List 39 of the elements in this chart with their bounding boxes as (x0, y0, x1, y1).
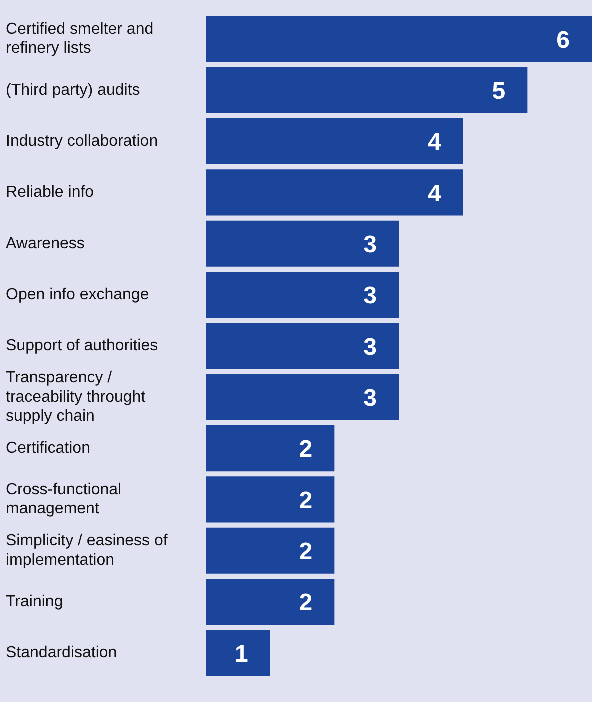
data-label: 2 (299, 487, 313, 514)
data-label: 3 (364, 384, 377, 412)
y-tick-label: Transparency / traceability throught supply chain (6, 370, 146, 425)
bar (206, 272, 399, 318)
data-label: 3 (364, 334, 377, 361)
data-label: 3 (364, 282, 377, 310)
bar (206, 220, 399, 267)
data-label: 2 (299, 538, 313, 566)
data-label: 3 (364, 231, 377, 258)
y-tick-label: Reliable info (6, 184, 94, 202)
y-tick-label: Awareness (6, 235, 85, 252)
bar (206, 170, 464, 216)
bar (206, 579, 335, 626)
data-label: 2 (299, 436, 313, 464)
data-label: 4 (428, 129, 442, 156)
bar (206, 67, 528, 114)
y-tick-label: Certification (6, 440, 90, 457)
bar (206, 528, 335, 574)
data-label: 4 (428, 180, 442, 208)
y-tick-label: Open info exchange (6, 286, 150, 304)
y-tick-label: Simplicity / easiness of implementation (6, 532, 168, 569)
y-tick-label: (Third party) audits (6, 82, 140, 99)
bar (206, 476, 335, 523)
y-tick-label: Standardisation (6, 644, 118, 662)
y-tick-label: Support of authorities (6, 338, 158, 355)
bar (206, 374, 399, 420)
y-tick-label: Certified smelter and refinery lists (6, 20, 154, 58)
bar (206, 118, 464, 165)
data-label: 2 (299, 590, 313, 617)
data-label: 1 (234, 640, 248, 668)
bar (206, 16, 592, 62)
data-label: 5 (492, 78, 506, 105)
y-tick-label: Training (6, 593, 64, 610)
y-tick-label: Cross-functional management (6, 482, 122, 518)
bar (206, 426, 335, 472)
data-label: 6 (556, 26, 570, 54)
y-tick-label: Industry collaboration (6, 132, 158, 150)
bar (206, 630, 270, 676)
bar (206, 323, 399, 370)
